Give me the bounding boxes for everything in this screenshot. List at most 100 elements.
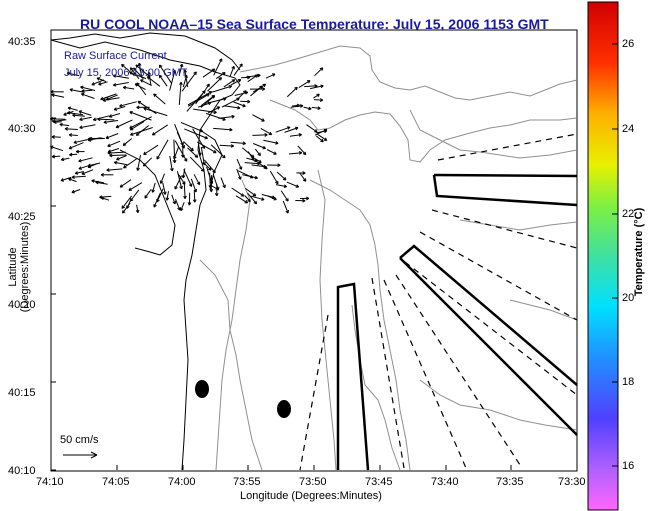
- current-vector-head: [271, 197, 275, 199]
- current-vector-head: [105, 96, 109, 100]
- current-vector-head: [172, 159, 176, 164]
- current-vector-head: [212, 171, 216, 174]
- current-vector: [152, 182, 156, 193]
- current-vector: [213, 58, 223, 76]
- current-vector: [51, 94, 65, 98]
- x-tick-label: 73:40: [431, 476, 459, 488]
- current-vector-head: [122, 142, 125, 146]
- current-vector-head: [247, 200, 251, 203]
- current-vector: [138, 63, 143, 78]
- current-vector-head: [170, 168, 173, 172]
- current-vector: [153, 93, 166, 105]
- current-vector: [106, 94, 118, 101]
- current-vector: [52, 119, 67, 122]
- current-vector-head: [317, 107, 321, 111]
- current-vector: [128, 182, 143, 191]
- current-vector-head: [159, 74, 163, 77]
- current-vector-head: [121, 63, 125, 66]
- y-axis-label: Latitude (Degrees:Minutes): [7, 221, 31, 313]
- current-vector: [181, 71, 197, 92]
- current-vector: [87, 163, 98, 168]
- current-vector: [144, 189, 152, 199]
- current-vector-head: [194, 156, 198, 158]
- current-vector-head: [319, 99, 324, 102]
- current-vector: [212, 174, 219, 190]
- current-vector-head: [186, 75, 188, 79]
- current-vector: [245, 74, 261, 78]
- plot-frame: [50, 29, 578, 472]
- current-vector: [61, 157, 70, 161]
- current-vector-head: [78, 166, 82, 170]
- current-vector-head: [67, 111, 71, 114]
- mooring-marker-west: [195, 380, 209, 398]
- current-vector: [52, 155, 61, 158]
- current-vector: [68, 178, 77, 183]
- current-vector-head: [135, 64, 139, 67]
- current-vector-head: [177, 207, 181, 211]
- current-vector: [252, 134, 268, 136]
- current-vector-head: [213, 112, 217, 115]
- current-vector: [180, 121, 203, 132]
- current-vector-head: [275, 142, 279, 145]
- current-vector: [230, 141, 246, 144]
- current-vector-head: [100, 172, 104, 176]
- current-vector: [313, 93, 320, 99]
- current-vector: [113, 75, 129, 79]
- current-vector: [160, 173, 165, 184]
- current-vector: [93, 115, 110, 121]
- current-vector-head: [231, 116, 235, 119]
- current-vector: [182, 168, 186, 179]
- current-vector: [143, 157, 153, 167]
- current-vector-head: [222, 156, 226, 159]
- current-vector: [50, 146, 64, 152]
- current-vector-head: [184, 69, 187, 73]
- current-vector: [210, 144, 226, 159]
- current-vector-head: [275, 181, 279, 185]
- current-vector-head: [49, 117, 54, 120]
- colorbar: [587, 1, 619, 511]
- current-vector-head: [68, 133, 73, 136]
- current-vector-head: [81, 171, 85, 175]
- x-tick-label: 73:50: [299, 476, 327, 488]
- current-vector-head: [106, 168, 110, 171]
- current-vector: [233, 101, 246, 107]
- frame-ticks: [51, 29, 512, 471]
- current-vector-head: [87, 164, 91, 168]
- current-vector: [183, 169, 193, 187]
- current-vector: [174, 124, 184, 146]
- current-vector: [303, 106, 312, 110]
- current-vector: [263, 139, 279, 144]
- current-vector: [175, 199, 181, 211]
- y-tick-label: 40:25: [8, 211, 36, 223]
- current-vector-head: [68, 145, 72, 149]
- current-vector-head: [72, 113, 76, 116]
- current-vector-head: [247, 101, 251, 104]
- current-vector: [106, 168, 123, 171]
- current-vector: [156, 188, 164, 203]
- current-vector-head: [250, 158, 255, 161]
- current-vector: [69, 134, 78, 136]
- current-vector-head: [107, 143, 110, 147]
- current-vector: [114, 161, 128, 166]
- current-vector-head: [80, 85, 84, 88]
- current-vector-head: [207, 93, 210, 97]
- current-vector: [146, 76, 161, 87]
- current-vector-head: [223, 98, 227, 101]
- current-vector-head: [123, 85, 127, 88]
- current-vector-head: [91, 82, 95, 86]
- current-vector-head: [261, 199, 265, 201]
- x-tick-label: 73:35: [496, 476, 524, 488]
- y-tick-label: 40:30: [8, 123, 36, 135]
- current-vector: [317, 133, 328, 141]
- current-vector: [195, 83, 210, 105]
- current-vector-head: [174, 70, 177, 74]
- current-vector-head: [208, 102, 212, 106]
- current-vector: [276, 171, 287, 181]
- current-vector: [130, 67, 140, 80]
- current-vector: [241, 76, 251, 79]
- current-vector-head: [108, 114, 112, 118]
- current-vector: [123, 86, 135, 90]
- sampling-boxes: [336, 173, 578, 471]
- x-tick-label: 74:10: [36, 476, 64, 488]
- current-vector: [207, 98, 227, 104]
